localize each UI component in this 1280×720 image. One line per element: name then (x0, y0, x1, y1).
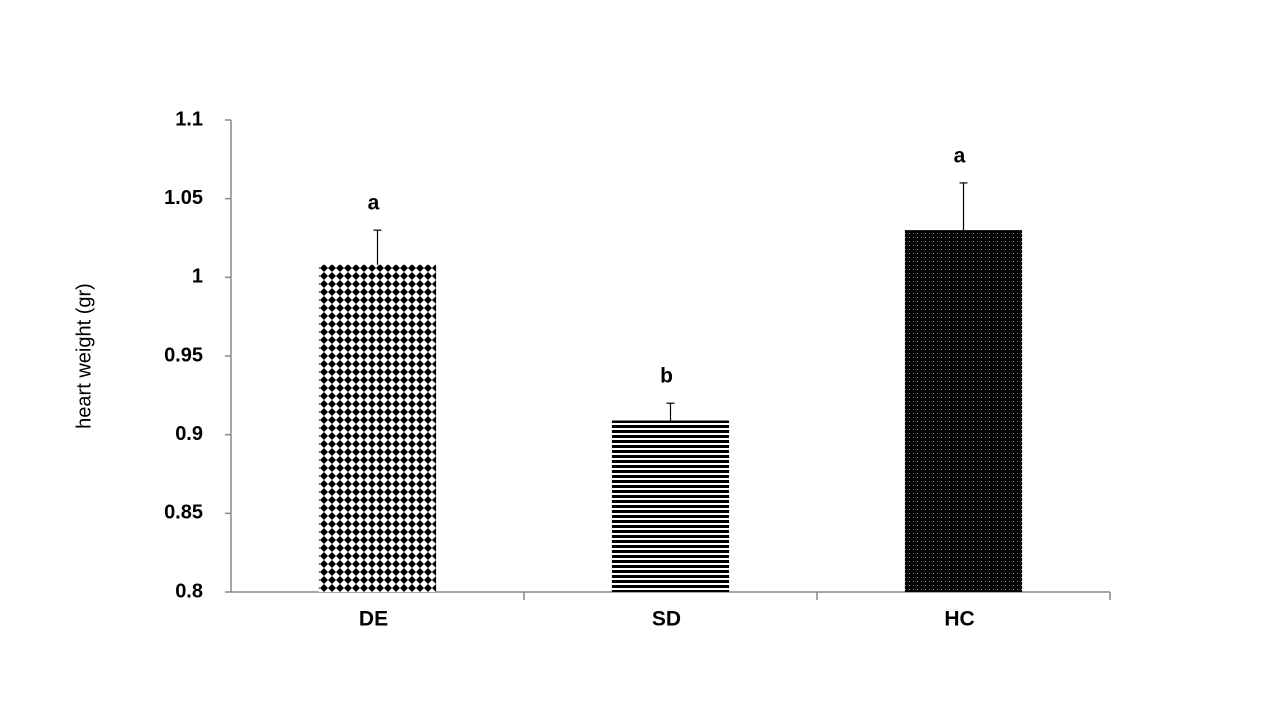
bar (904, 230, 1023, 592)
y-tick-label: 0.95 (164, 344, 203, 366)
bar (318, 264, 437, 592)
y-tick-label: 1.1 (175, 108, 203, 130)
bar (611, 420, 730, 592)
x-tick-label: SD (652, 608, 681, 631)
x-tick-label: DE (359, 608, 388, 631)
y-tick-label: 1.05 (164, 187, 203, 209)
y-tick-label: 0.8 (175, 580, 203, 602)
y-tick-label: 0.9 (175, 423, 203, 445)
annotation: a (954, 144, 966, 167)
annotation: b (660, 365, 673, 388)
x-tick-label: HC (944, 608, 974, 631)
annotation: a (368, 192, 380, 215)
y-tick-label: 1 (192, 266, 203, 288)
y-axis-label: heart weight (gr) (73, 283, 95, 429)
y-tick-label: 0.85 (164, 502, 203, 524)
